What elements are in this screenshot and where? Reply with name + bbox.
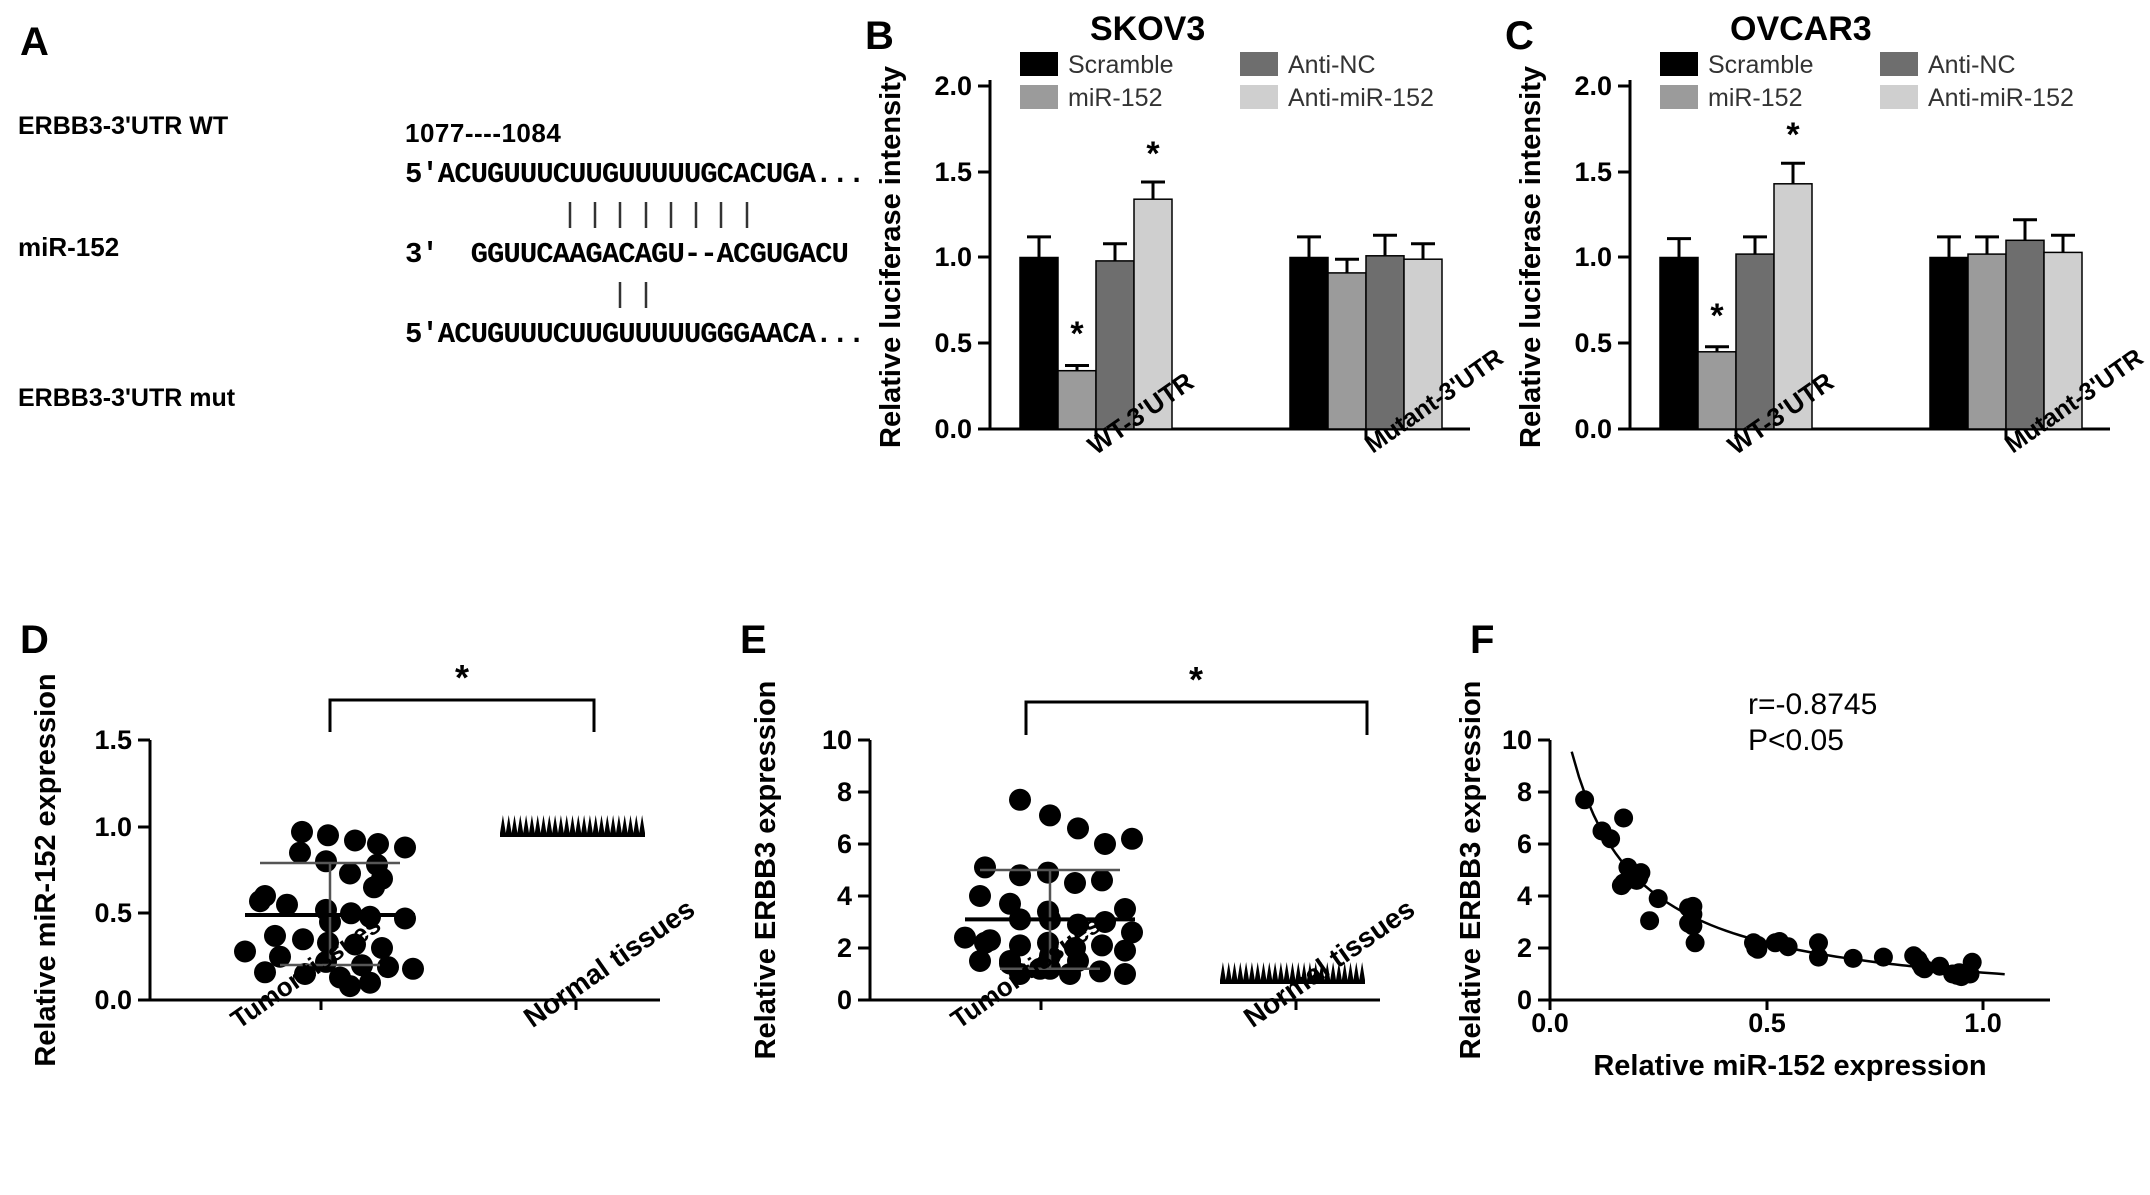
svg-text:1.5: 1.5 [94,725,132,755]
svg-text:6: 6 [1517,829,1532,859]
svg-text:*: * [1146,135,1160,173]
svg-text:1.5: 1.5 [934,157,972,187]
svg-text:*: * [1189,659,1203,700]
svg-text:miR-152: miR-152 [1708,84,1802,112]
svg-text:*: * [1710,297,1724,335]
svg-text:0.0: 0.0 [1531,1008,1569,1038]
svg-text:Anti-NC: Anti-NC [1928,51,2016,79]
svg-text:0: 0 [1517,985,1532,1015]
svg-text:6: 6 [837,829,852,859]
svg-text:Relative miR-152 expression: Relative miR-152 expression [30,673,62,1066]
svg-text:1.5: 1.5 [1574,157,1612,187]
svg-text:10: 10 [1502,725,1532,755]
svg-text:P<0.05: P<0.05 [1748,724,1844,757]
svg-text:Scramble: Scramble [1068,51,1174,79]
svg-text:2: 2 [837,933,852,963]
svg-text:1.0: 1.0 [94,812,132,842]
svg-text:1.0: 1.0 [934,242,972,272]
svg-text:Relative luciferase intensity: Relative luciferase intensity [875,66,907,448]
svg-text:miR-152: miR-152 [1068,84,1162,112]
svg-text:*: * [1070,315,1084,353]
svg-text:Scramble: Scramble [1708,51,1814,79]
svg-text:0.0: 0.0 [934,414,972,444]
svg-text:2.0: 2.0 [1574,71,1612,101]
svg-text:1.0: 1.0 [1574,242,1612,272]
svg-text:0.0: 0.0 [1574,414,1612,444]
svg-text:4: 4 [1517,881,1532,911]
svg-text:Relative ERBB3 expression: Relative ERBB3 expression [1455,681,1487,1060]
svg-text:Relative ERBB3 expression: Relative ERBB3 expression [750,681,782,1060]
svg-text:2.0: 2.0 [934,71,972,101]
svg-text:Anti-NC: Anti-NC [1288,51,1376,79]
svg-text:2: 2 [1517,933,1532,963]
svg-text:Anti-miR-152: Anti-miR-152 [1928,84,2074,112]
svg-text:0.0: 0.0 [94,985,132,1015]
svg-text:1.0: 1.0 [1964,1008,2002,1038]
svg-text:Relative luciferase intensity: Relative luciferase intensity [1515,66,1547,448]
svg-text:Anti-miR-152: Anti-miR-152 [1288,84,1434,112]
svg-text:0: 0 [837,985,852,1015]
svg-text:0.5: 0.5 [1748,1008,1786,1038]
svg-text:*: * [455,657,469,698]
svg-text:Relative miR-152 expression: Relative miR-152 expression [1593,1050,1986,1082]
svg-text:*: * [1786,116,1800,154]
svg-text:8: 8 [837,777,852,807]
svg-text:r=-0.8745: r=-0.8745 [1748,688,1877,721]
svg-text:4: 4 [837,881,852,911]
svg-text:0.5: 0.5 [934,328,972,358]
svg-text:10: 10 [822,725,852,755]
svg-text:8: 8 [1517,777,1532,807]
svg-text:0.5: 0.5 [94,898,132,928]
svg-text:0.5: 0.5 [1574,328,1612,358]
